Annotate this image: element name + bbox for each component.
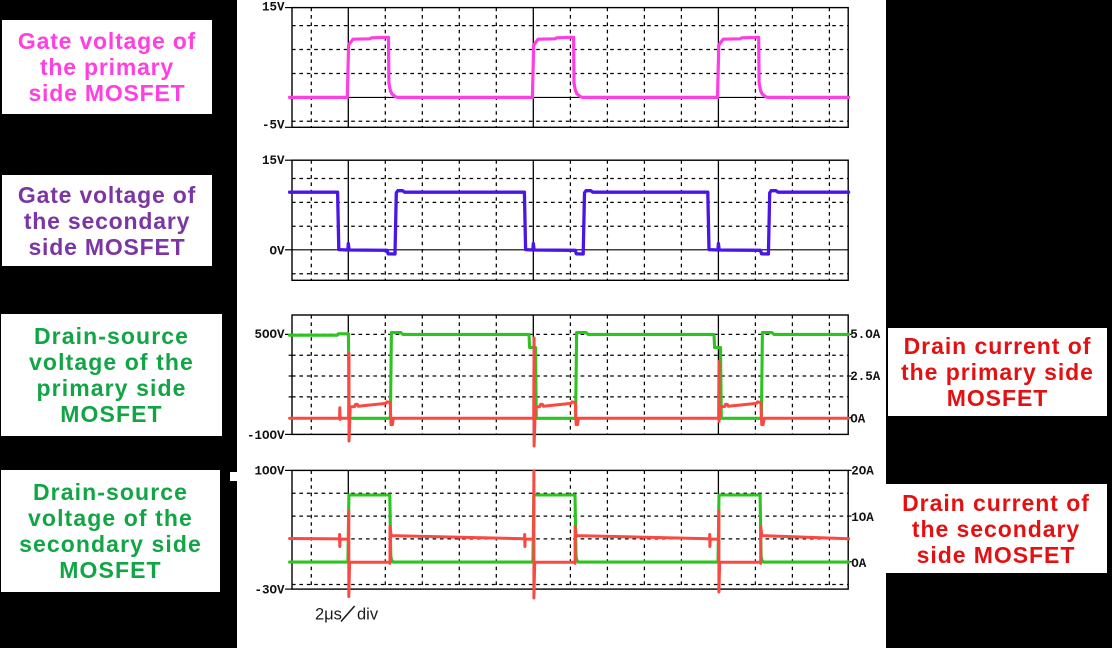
svg-text:5OOV: 5OOV [254,328,285,342]
svg-text:-5V: -5V [262,119,285,133]
svg-text:div: div [357,606,379,624]
svg-text:1OA: 1OA [851,511,874,525]
svg-text:2μs: 2μs [315,606,342,624]
svg-text:2OA: 2OA [851,464,874,478]
svg-text:15V: 15V [262,154,285,168]
svg-text:OA: OA [850,412,866,426]
svg-text:-3OV: -3OV [254,584,285,598]
svg-text:OA: OA [851,557,867,571]
svg-text:2.5A: 2.5A [850,370,881,384]
svg-text:1OOV: 1OOV [254,464,285,478]
svg-text:-1OOV: -1OOV [247,429,285,443]
svg-text:5.OA: 5.OA [850,328,881,342]
svg-text:OV: OV [269,245,285,259]
svg-text:15V: 15V [262,1,285,15]
